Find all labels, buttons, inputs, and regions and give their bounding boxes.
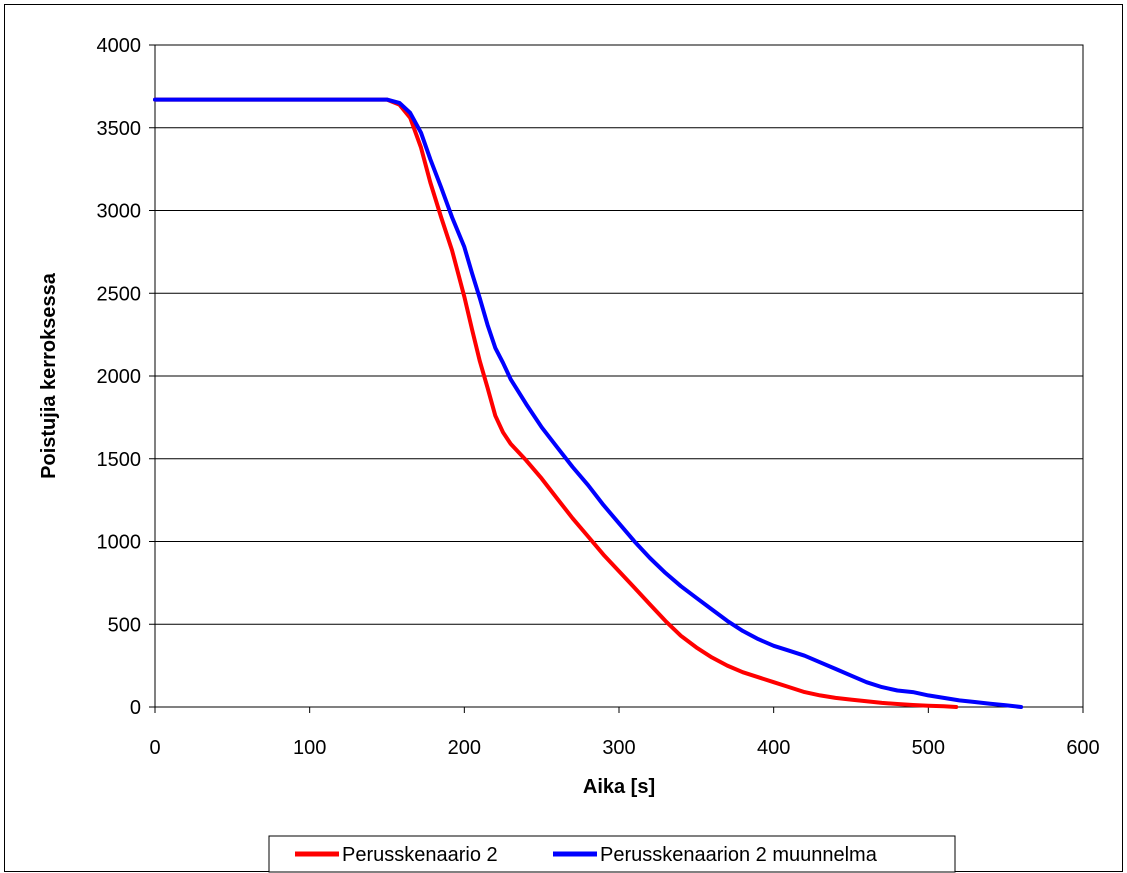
x-tick-label-400: 400 bbox=[757, 737, 790, 759]
series-line-2 bbox=[153, 97, 1024, 709]
x-tick-label-300: 300 bbox=[602, 737, 635, 759]
x-tick-label-200: 200 bbox=[448, 737, 481, 759]
y-tick-labels: 0 500 1000 1500 2000 2500 3000 3500 4000 bbox=[97, 35, 142, 719]
series-lines bbox=[153, 97, 1024, 709]
x-tick-label-100: 100 bbox=[293, 737, 326, 759]
x-tick-marks bbox=[154, 707, 1084, 713]
y-tick-label-3500: 3500 bbox=[97, 118, 142, 140]
y-tick-label-1500: 1500 bbox=[97, 449, 142, 471]
x-tick-label-0: 0 bbox=[149, 737, 160, 759]
x-tick-label-500: 500 bbox=[912, 737, 945, 759]
y-tick-label-2000: 2000 bbox=[97, 366, 142, 388]
legend-box bbox=[268, 835, 956, 873]
y-tick-label-500: 500 bbox=[108, 614, 141, 636]
legend-label-perusskenaario-2: Perusskenaario 2 bbox=[342, 844, 498, 866]
x-tick-labels: 0 100 200 300 400 500 600 bbox=[149, 737, 1099, 759]
y-tick-label-4000: 4000 bbox=[97, 35, 142, 57]
y-axis-title: Poistujia kerroksessa bbox=[38, 272, 60, 479]
series-line-1 bbox=[153, 97, 959, 709]
y-tick-label-0: 0 bbox=[130, 697, 141, 719]
chart-frame: 0 500 1000 1500 2000 2500 3000 3500 4000 0 100 200… bbox=[4, 4, 1123, 873]
legend: Perusskenaario 2 Perusskenaarion 2 muunn… bbox=[268, 835, 956, 873]
y-tick-label-1000: 1000 bbox=[97, 532, 142, 554]
legend-label-perusskenaarion-2-muunnelma: Perusskenaarion 2 muunnelma bbox=[600, 844, 878, 866]
y-tick-label-2500: 2500 bbox=[97, 283, 142, 305]
x-axis-title: Aika [s] bbox=[583, 776, 655, 798]
y-tick-label-3000: 3000 bbox=[97, 201, 142, 223]
line-chart: 0 500 1000 1500 2000 2500 3000 3500 4000 0 100 200… bbox=[38, 35, 1100, 873]
x-tick-label-600: 600 bbox=[1066, 737, 1099, 759]
